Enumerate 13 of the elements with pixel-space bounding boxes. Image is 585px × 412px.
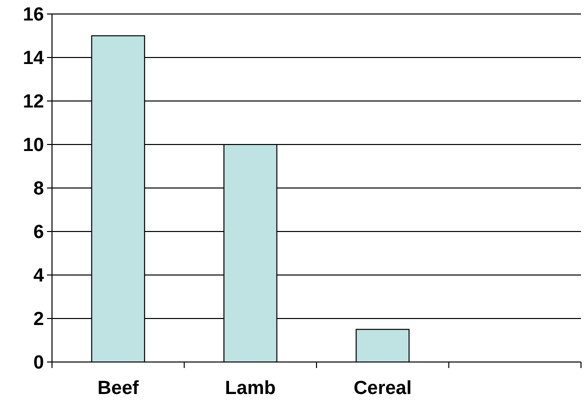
x-tick-label: Beef <box>98 378 140 399</box>
y-tick-label: 2 <box>33 309 44 330</box>
y-tick-label: 0 <box>33 352 44 374</box>
x-tick-label: Lamb <box>225 378 276 399</box>
y-tick-label: 10 <box>22 135 44 156</box>
y-tick-label: 14 <box>22 48 44 70</box>
y-tick-label: 6 <box>33 222 44 244</box>
y-tick-label: 16 <box>22 4 44 26</box>
y-tick-label: 8 <box>33 178 44 200</box>
y-tick-label: 12 <box>22 92 44 113</box>
x-tick-label: Cereal <box>354 378 412 399</box>
y-tick-label: 4 <box>33 266 44 287</box>
bar <box>356 328 410 362</box>
